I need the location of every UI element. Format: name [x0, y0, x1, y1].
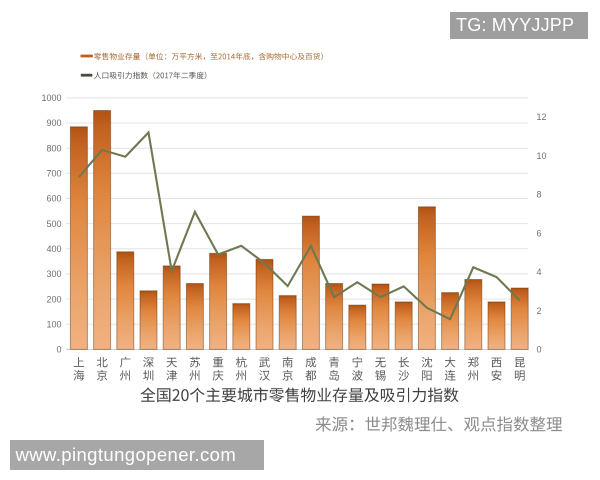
svg-text:10: 10 [537, 151, 547, 161]
svg-text:600: 600 [46, 194, 61, 204]
svg-text:6: 6 [537, 228, 542, 238]
svg-text:2: 2 [537, 306, 542, 316]
svg-text:700: 700 [46, 169, 61, 179]
svg-text:0: 0 [537, 345, 542, 355]
svg-text:4: 4 [537, 267, 542, 277]
svg-text:8: 8 [537, 190, 542, 200]
svg-text:12: 12 [537, 112, 547, 122]
svg-text:800: 800 [46, 143, 61, 153]
svg-text:1000: 1000 [41, 93, 61, 103]
svg-text:300: 300 [46, 269, 61, 279]
svg-text:400: 400 [46, 244, 61, 254]
svg-text:500: 500 [46, 219, 61, 229]
svg-text:0: 0 [56, 345, 61, 355]
svg-text:900: 900 [46, 118, 61, 128]
svg-text:100: 100 [46, 319, 61, 329]
svg-text:200: 200 [46, 294, 61, 304]
